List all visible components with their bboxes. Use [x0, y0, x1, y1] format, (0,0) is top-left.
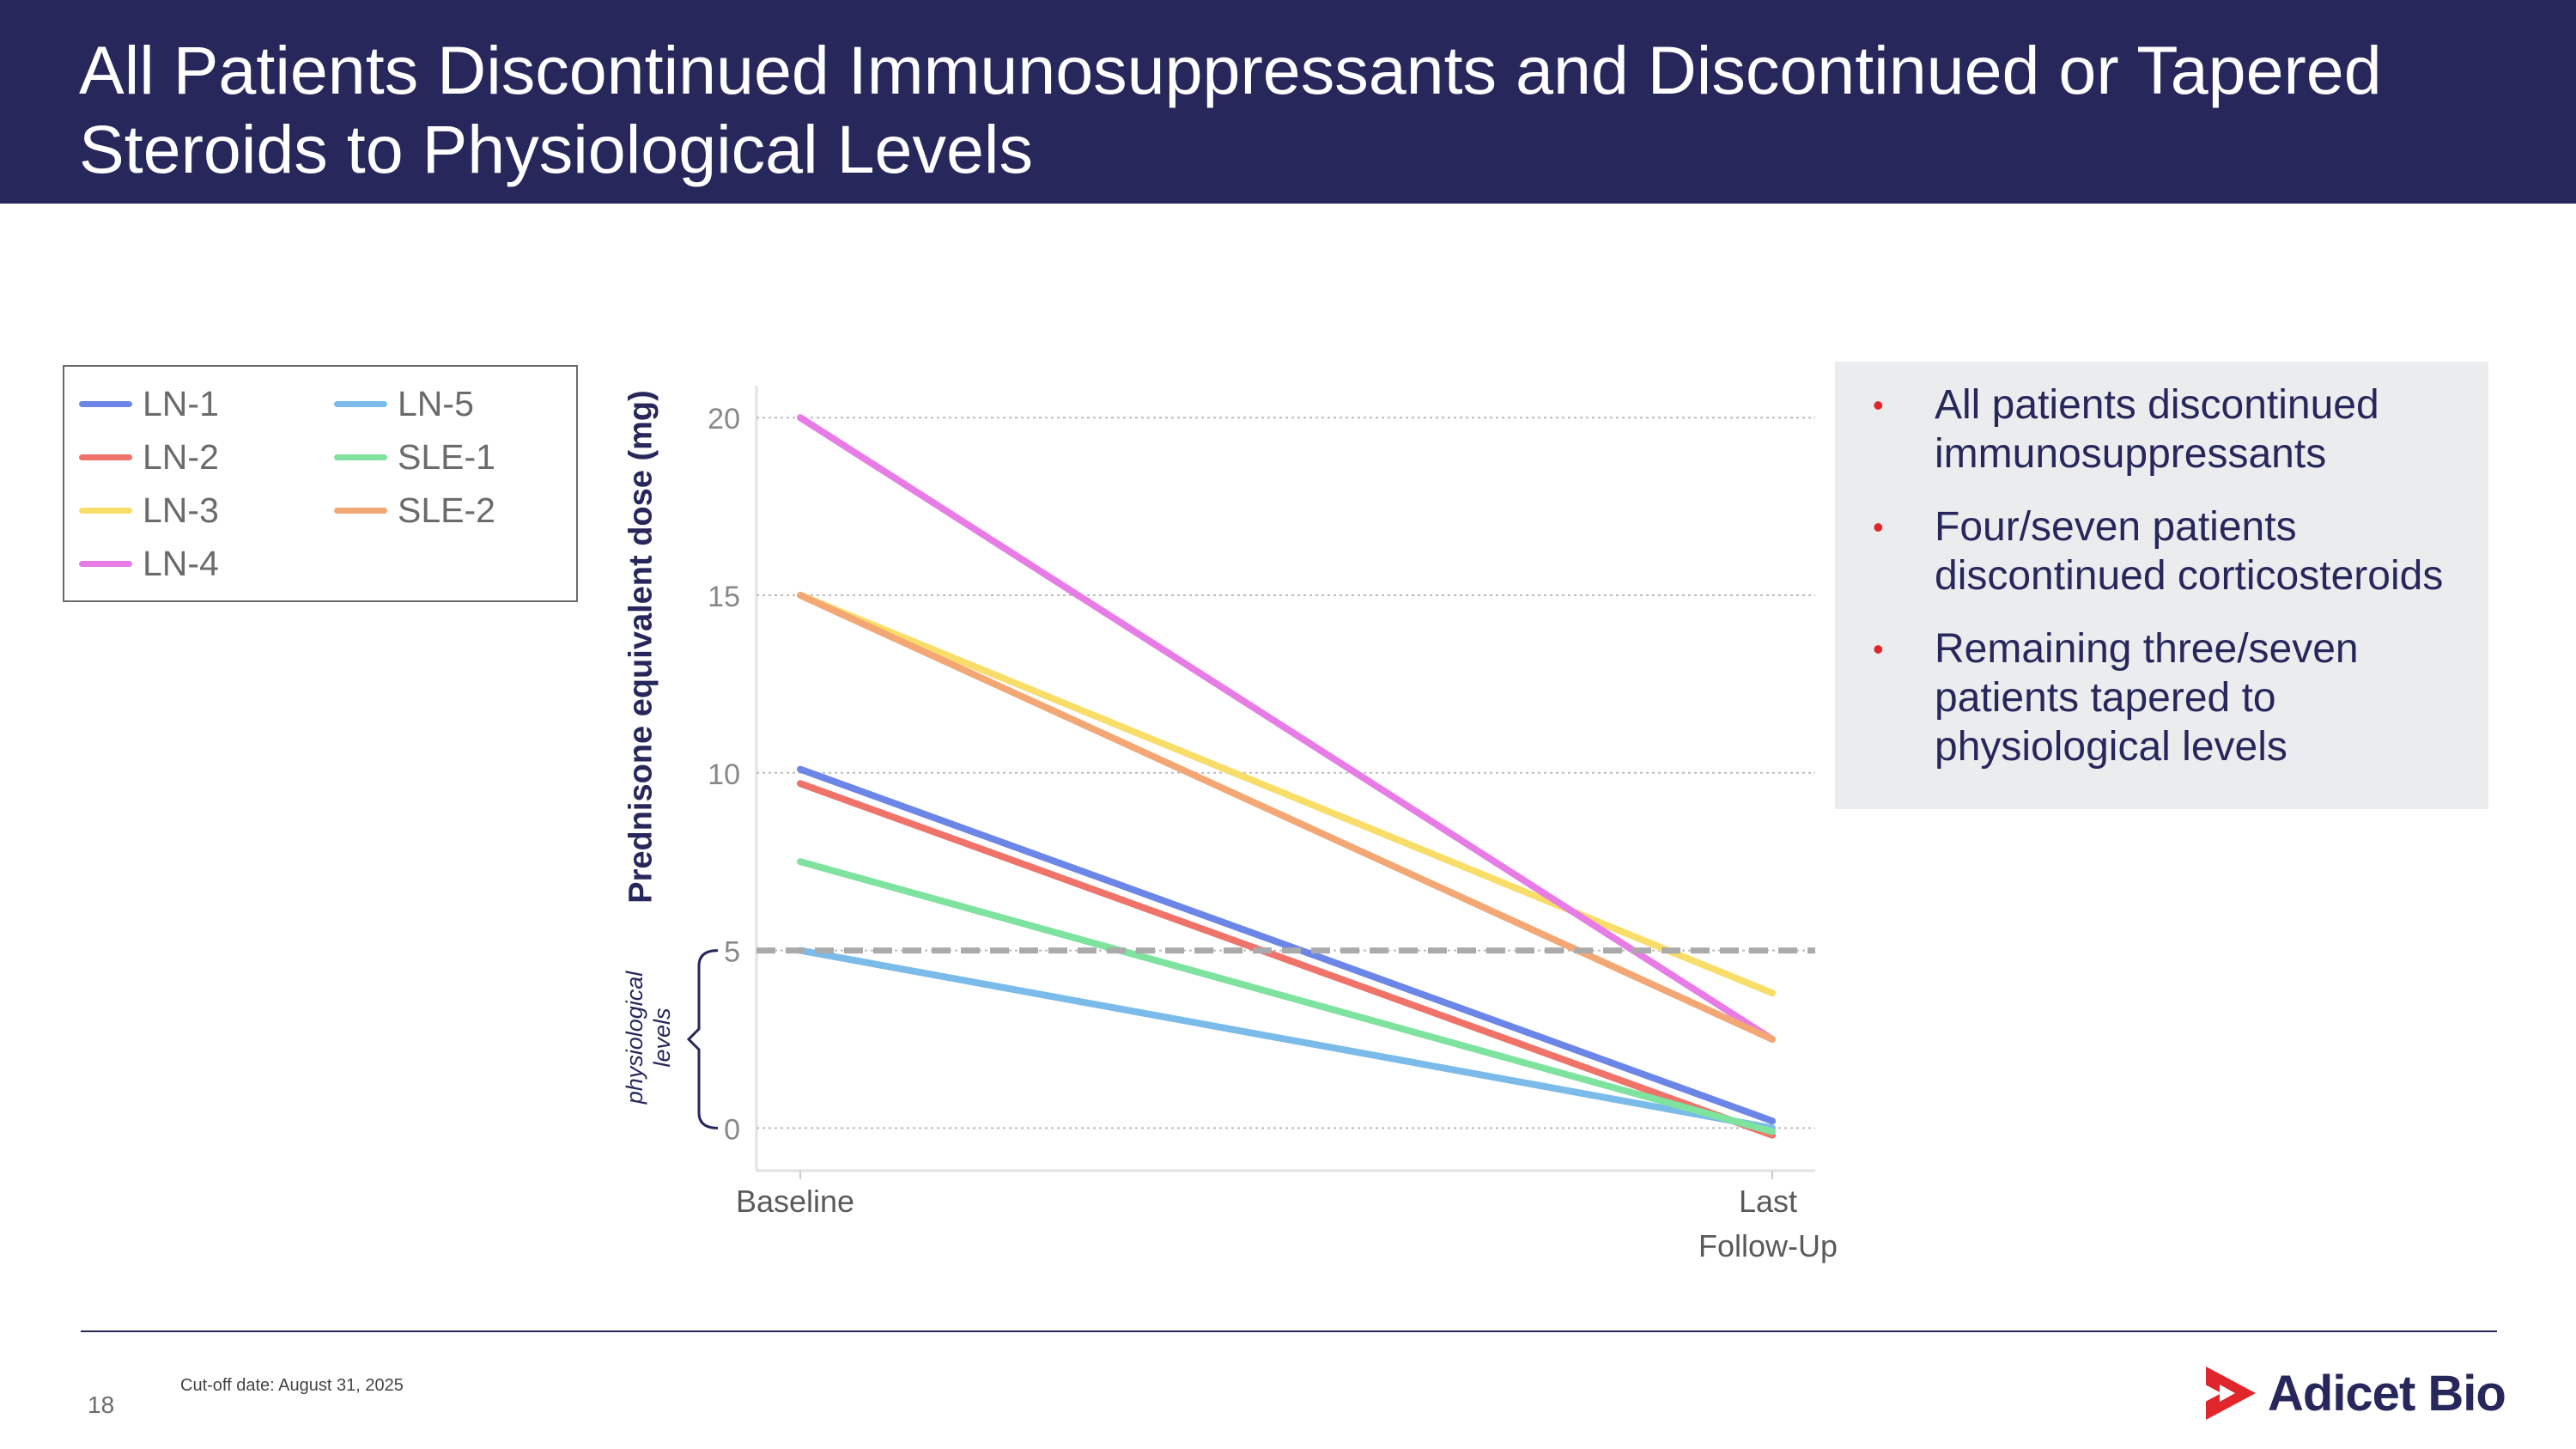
legend-swatch: [334, 454, 387, 460]
bullet-item: • Four/seven patients discontinued corti…: [1873, 502, 2467, 600]
legend-label: SLE-2: [398, 490, 495, 530]
series-line-sle-2: [797, 592, 1776, 1043]
legend-label: LN-2: [143, 436, 219, 477]
slide-title: All Patients Discontinued Immunosuppress…: [79, 32, 2382, 187]
legend-item: LN-4: [79, 538, 219, 589]
logo-text: Adicet Bio: [2268, 1365, 2506, 1422]
legend-label: LN-4: [143, 543, 219, 583]
company-logo: Adicet Bio: [2194, 1359, 2506, 1428]
legend-label: LN-1: [143, 383, 219, 423]
legend-swatch: [334, 507, 387, 514]
legend-item: SLE-1: [334, 431, 495, 483]
physiological-bracket: [686, 949, 719, 1129]
x-tick-label: Baseline: [736, 1184, 854, 1219]
legend-item: LN-2: [79, 431, 219, 483]
y-tick-label: 10: [708, 758, 740, 791]
y-axis-label: Prednisone equivalent dose (mg): [623, 390, 659, 904]
legend-item: LN-1: [79, 378, 219, 429]
bullet-text: All patients discontinued immunosuppress…: [1935, 382, 2379, 477]
legend-label: LN-3: [143, 490, 219, 530]
legend-swatch: [79, 507, 132, 514]
x-tick-label: Follow-Up: [1698, 1228, 1838, 1263]
annotation-line: physiological: [622, 971, 647, 1105]
legend-item: LN-3: [79, 484, 219, 536]
bullet-item: • Remaining three/seven patients tapered…: [1873, 624, 2467, 771]
series-line-ln-2: [797, 780, 1776, 1139]
bullet-marker: •: [1873, 387, 1884, 423]
physiological-levels-annotation: physiological levels: [621, 971, 676, 1105]
bullet-marker: •: [1873, 631, 1884, 667]
page-number: 18: [88, 1391, 115, 1418]
annotation-line: levels: [649, 1008, 675, 1068]
key-findings-box: • All patients discontinued immunosuppre…: [1835, 362, 2488, 809]
legend-swatch: [334, 400, 387, 407]
legend-label: LN-5: [398, 383, 474, 423]
y-tick-label: 5: [724, 936, 740, 969]
footer-divider: [81, 1330, 2497, 1332]
cutoff-date: Cut-off date: August 31, 2025: [180, 1376, 404, 1395]
y-tick-label: 20: [708, 403, 740, 435]
series-line-ln-5: [797, 947, 1776, 1132]
y-tick-label: 0: [724, 1113, 740, 1146]
legend-swatch: [79, 560, 132, 567]
series-line-ln-3: [797, 592, 1776, 997]
bullet-marker: •: [1873, 509, 1884, 545]
legend-item: LN-5: [334, 378, 474, 429]
series-line-ln-1: [797, 765, 1776, 1125]
legend-item: SLE-2: [334, 484, 495, 536]
series-line-ln-4: [797, 414, 1776, 1043]
legend-swatch: [79, 400, 132, 407]
bullet-text: Remaining three/seven patients tapered t…: [1935, 626, 2359, 770]
title-bar: [0, 0, 2576, 204]
bullet-item: • All patients discontinued immunosuppre…: [1873, 381, 2467, 478]
y-tick-label: 15: [708, 581, 740, 613]
legend-label: SLE-1: [398, 436, 495, 477]
legend-swatch: [79, 454, 132, 460]
x-tick-label: Last: [1739, 1184, 1797, 1219]
logo-mark-icon: [2194, 1367, 2256, 1420]
bullet-text: Four/seven patients discontinued cortico…: [1935, 504, 2444, 599]
series-line-sle-1: [797, 858, 1776, 1135]
chart-legend: LN-1 LN-2 LN-3 LN-4 LN-5 SLE-1 SLE-2: [63, 365, 578, 602]
